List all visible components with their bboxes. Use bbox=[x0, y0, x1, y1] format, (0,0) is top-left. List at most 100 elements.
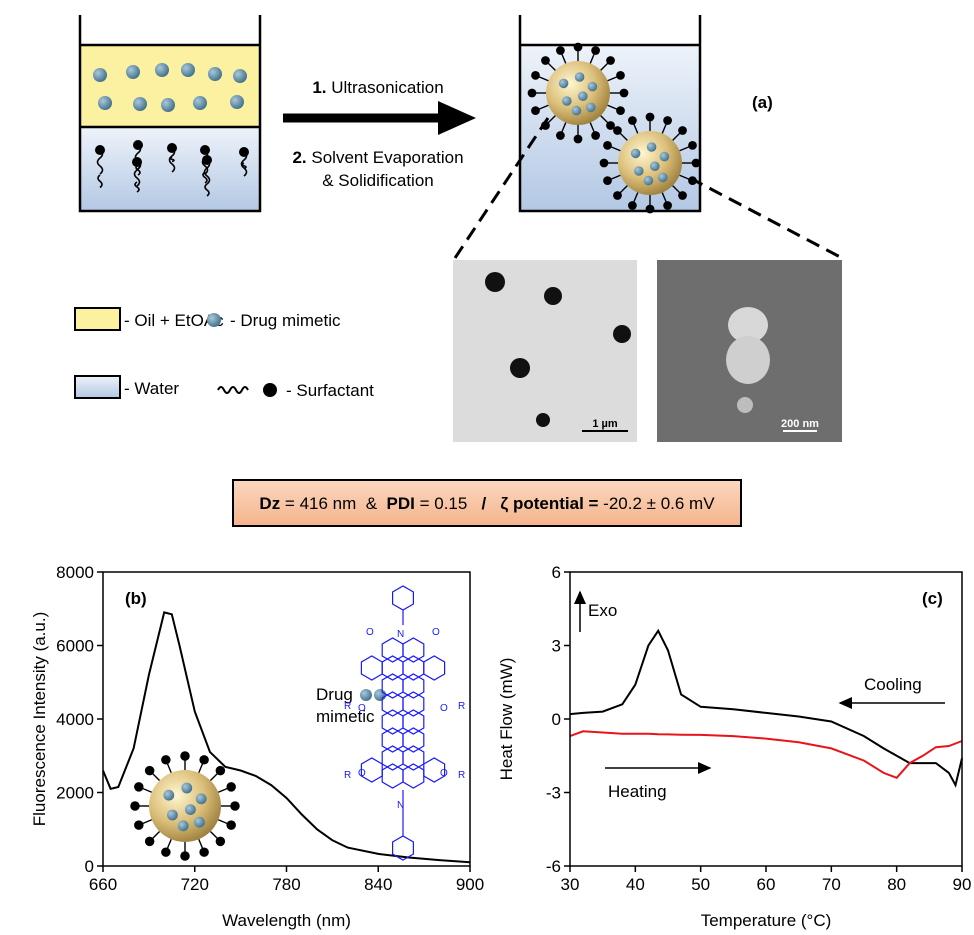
x-tick-label: 70 bbox=[822, 875, 841, 894]
surfactant-head bbox=[239, 147, 249, 157]
surfactant-head bbox=[95, 145, 105, 155]
x-tick-label: 40 bbox=[626, 875, 645, 894]
property-label: ζ potential = bbox=[500, 494, 598, 513]
molecule-ring bbox=[382, 638, 403, 662]
surfactant-head bbox=[663, 116, 672, 125]
drug-drop bbox=[631, 149, 641, 159]
oil-layer bbox=[80, 45, 260, 127]
drug-drop bbox=[208, 67, 222, 81]
surfactant-head bbox=[216, 766, 225, 775]
y-axis-label: Fluorescence Intensity (a.u.) bbox=[30, 612, 49, 826]
molecule-ring bbox=[361, 656, 382, 680]
surfactant-head bbox=[161, 755, 170, 764]
molecule-atom: N bbox=[397, 800, 404, 811]
surfactant-head bbox=[616, 106, 625, 115]
tem-particle bbox=[485, 272, 505, 292]
property-value bbox=[486, 494, 500, 513]
molecule-ring bbox=[403, 692, 424, 716]
x-axis-label: Temperature (°C) bbox=[701, 911, 832, 930]
y-tick-label: 2000 bbox=[56, 784, 94, 803]
surfactant-head bbox=[616, 71, 625, 80]
drug-drop bbox=[126, 65, 140, 79]
property-value: -20.2 ± 0.6 mV bbox=[598, 494, 715, 513]
surfactant-head bbox=[134, 782, 143, 791]
y-tick-label: 0 bbox=[552, 710, 561, 729]
drug-drop bbox=[634, 166, 644, 176]
surfactant-head bbox=[628, 201, 637, 210]
molecule-atom: R bbox=[458, 770, 465, 781]
surfactant-head bbox=[556, 131, 565, 140]
legend-surfactant bbox=[218, 387, 248, 393]
surfactant-head bbox=[574, 135, 583, 144]
surfactant-head bbox=[199, 847, 208, 856]
surfactant-head bbox=[628, 116, 637, 125]
scale-bar-label: 200 nm bbox=[781, 418, 819, 430]
molecule-atom: O bbox=[358, 768, 366, 779]
surfactant-head bbox=[688, 176, 697, 185]
surfactant-head bbox=[541, 121, 550, 130]
molecule-ring bbox=[403, 638, 424, 662]
y-tick-label: 6 bbox=[552, 563, 561, 582]
molecule-ring bbox=[382, 692, 403, 716]
step-number: 1. bbox=[312, 78, 326, 97]
step-text: Solvent Evaporation bbox=[311, 148, 463, 167]
figure: 1. Ultrasonication 2. Solvent Evaporatio… bbox=[0, 0, 974, 935]
x-tick-label: 900 bbox=[456, 875, 484, 894]
y-axis-label: Heat Flow (mW) bbox=[497, 658, 516, 781]
molecule-ring bbox=[403, 656, 424, 680]
surfactant-head bbox=[556, 46, 565, 55]
molecule-ring bbox=[382, 728, 403, 752]
y-tick-label: 0 bbox=[85, 857, 94, 876]
nanoparticle bbox=[618, 131, 682, 195]
molecule-ring bbox=[403, 674, 424, 698]
x-tick-label: 30 bbox=[561, 875, 580, 894]
surfactant-head bbox=[167, 143, 177, 153]
surfactant-head bbox=[230, 801, 239, 810]
property-value: = 0.15 bbox=[415, 494, 482, 513]
series-label: Cooling bbox=[864, 675, 922, 694]
series-label: Heating bbox=[608, 782, 667, 801]
tem-particle bbox=[544, 287, 562, 305]
surfactant-head bbox=[591, 131, 600, 140]
drug-drop bbox=[588, 82, 598, 92]
y-tick-label: -3 bbox=[546, 784, 561, 803]
drug-drop bbox=[181, 63, 195, 77]
x-tick-label: 840 bbox=[364, 875, 392, 894]
surfactant-head bbox=[603, 141, 612, 150]
step-2-cont: & Solidification bbox=[322, 171, 434, 190]
surfactant-head bbox=[132, 157, 142, 167]
annotation: Exo bbox=[588, 601, 617, 620]
drug-drop bbox=[193, 96, 207, 110]
step-number: 2. bbox=[292, 148, 306, 167]
surfactant-head bbox=[574, 43, 583, 52]
drug-drop bbox=[562, 96, 572, 106]
surfactant-head bbox=[134, 820, 143, 829]
surfactant-head bbox=[688, 141, 697, 150]
water-layer bbox=[80, 127, 260, 211]
x-tick-label: 660 bbox=[89, 875, 117, 894]
molecule-ring bbox=[382, 656, 403, 680]
surfactant-head bbox=[692, 159, 701, 168]
surfactant-head bbox=[603, 176, 612, 185]
x-tick-label: 80 bbox=[887, 875, 906, 894]
drug-drop bbox=[230, 95, 244, 109]
data-line bbox=[570, 631, 962, 785]
surfactant-head bbox=[200, 145, 210, 155]
surfactant-head bbox=[613, 126, 622, 135]
surfactant-head bbox=[606, 56, 615, 65]
molecule-ring bbox=[403, 746, 424, 770]
surfactant-head bbox=[600, 159, 609, 168]
surfactant-head bbox=[591, 46, 600, 55]
molecule-ring bbox=[382, 710, 403, 734]
drug-drop bbox=[559, 79, 569, 89]
tem-particle bbox=[613, 325, 631, 343]
data-line bbox=[570, 731, 962, 778]
x-tick-label: 60 bbox=[757, 875, 776, 894]
surfactant-head bbox=[216, 837, 225, 846]
drug-drop bbox=[163, 790, 174, 801]
drug-drop bbox=[660, 152, 670, 162]
drug-drop bbox=[233, 69, 247, 83]
surfactant-head bbox=[528, 89, 537, 98]
surfactant-head bbox=[130, 801, 139, 810]
panel-label: (c) bbox=[922, 589, 943, 608]
